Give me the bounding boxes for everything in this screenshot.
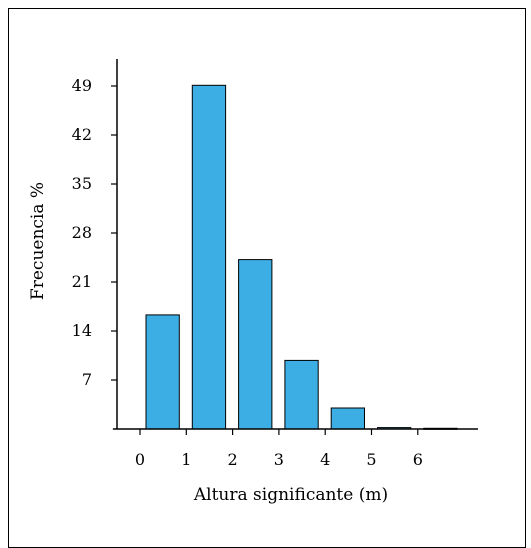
x-ticks-group: 0 1 2 3 4 5 6 — [135, 429, 423, 469]
x-tick-label: 0 — [135, 450, 145, 469]
x-tick-label: 1 — [181, 450, 191, 469]
histogram-chart: 7 14 21 28 35 42 49 0 1 2 3 4 5 6 Altura significant… — [28, 59, 478, 505]
x-axis-title: Altura significante (m) — [193, 485, 388, 505]
histogram-bar-1 — [191, 84, 227, 430]
y-tick-label: 21 — [72, 272, 92, 291]
y-tick-label: 35 — [72, 174, 92, 193]
histogram-bar-4 — [330, 407, 366, 430]
bars-group — [145, 84, 458, 430]
histogram-bar-0 — [145, 314, 180, 430]
y-tick-label: 14 — [72, 321, 92, 340]
x-tick-label: 2 — [228, 450, 238, 469]
histogram-bar-2 — [238, 259, 273, 430]
y-tick-label: 7 — [82, 370, 92, 389]
y-tick-label: 42 — [72, 125, 92, 144]
y-tick-label: 28 — [72, 223, 92, 242]
histogram-bar-3 — [284, 359, 319, 430]
x-tick-label: 6 — [413, 450, 423, 469]
x-tick-label: 3 — [274, 450, 284, 469]
y-tick-label: 49 — [72, 76, 92, 95]
y-axis-title: Frecuencia % — [28, 182, 48, 300]
x-tick-label: 5 — [366, 450, 376, 469]
x-tick-label: 4 — [320, 450, 330, 469]
y-ticks-group: 7 14 21 28 35 42 49 — [72, 76, 117, 389]
